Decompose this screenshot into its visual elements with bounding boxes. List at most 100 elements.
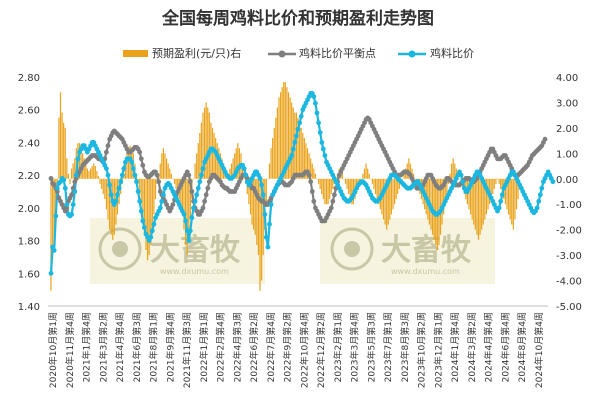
watermark-left-brand: 大畜牧 [150,233,241,268]
ratio-point [317,130,323,136]
balance-point [203,192,209,198]
profit-bar [273,127,275,179]
legend-balance-marker [278,50,286,58]
x-tick-label: 2023年5月第3周 [365,312,377,382]
x-tick-label: 2023年10月第2周 [416,312,428,388]
ratio-point [107,182,112,188]
profit-bar [148,178,150,256]
ratio-point [108,192,114,198]
profit-bar [412,173,415,179]
x-tick-label: 2023年3月第4周 [349,312,361,382]
profit-bar [192,178,195,180]
profit-bar [251,178,253,225]
profit-bar [370,178,372,180]
x-tick-label: 2023年12月第1周 [432,312,444,388]
profit-bar [308,153,310,179]
profit-bar [61,112,63,179]
ratio-point [48,270,54,276]
ratio-point [498,198,504,204]
profit-bar [414,178,416,180]
ratio-point [295,126,301,132]
legend-balance-label: 鸡料比价平衡点 [299,46,376,60]
profit-bar [108,178,111,230]
balance-point [202,198,208,204]
y-right-tick-label: 2.00 [556,124,578,135]
balance-point [200,205,206,211]
profit-bar [230,163,233,179]
y-right-tick-label: -5.00 [556,302,582,313]
profit-bar [441,178,443,225]
profit-bar [74,158,76,179]
balance-point [138,156,144,162]
profit-bar [104,178,106,200]
profit-bar [256,178,258,245]
balance-point [154,172,160,178]
x-tick-label: 2022年12月第2周 [315,312,327,388]
ratio-point [75,156,81,162]
ratio-point [157,205,163,211]
profit-bar [509,178,511,220]
profit-bar [450,163,453,179]
ratio-point [319,140,325,145]
profit-bar [107,178,109,220]
profit-bar [289,97,291,179]
profit-bar [367,168,369,179]
y-right-tick-label: 4.00 [556,73,578,84]
profit-bar [70,168,73,179]
ratio-point [534,205,540,211]
profit-bar [265,178,267,205]
profit-bar [511,178,513,225]
profit-bar [484,178,486,220]
profit-bar [389,178,391,220]
profit-bar [86,168,89,179]
x-tick-label: 2024年3月第2周 [466,312,478,382]
profit-bar [183,178,185,230]
profit-bar [150,178,152,245]
balance-point [187,179,193,185]
profit-bar [476,178,478,235]
profit-bar [496,178,499,180]
ratio-point [115,192,120,198]
ratio-point [289,153,295,158]
y-right-tick-label: -1.00 [556,200,582,211]
profit-bar [169,168,171,179]
balance-point [156,179,162,185]
ratio-point [195,185,201,191]
y-axis-left-ticks: 1.40 1.60 1.80 2.00 2.20 2.40 2.60 2.80 [18,73,40,313]
y-right-tick-label: 3.00 [556,98,578,109]
ratio-point [194,192,200,198]
profit-bar [235,148,237,179]
ratio-point [70,202,76,208]
profit-bar [343,178,345,180]
profit-bar [162,148,165,179]
profit-bar [78,143,81,179]
profit-bar [444,178,446,205]
profit-bar [216,143,218,179]
x-tick-label: 2022年4月第3周 [231,312,243,382]
profit-bar [409,163,412,179]
ratio-point [138,208,144,214]
watermark-left-logo-icon [98,227,142,271]
ratio-point [268,202,274,208]
y-left-tick-label: 1.80 [18,237,40,248]
x-tick-label: 2021年6月第3周 [131,312,143,382]
profit-bar [102,178,104,195]
x-tick-label: 2022年2月第4周 [215,312,227,382]
profit-bar [259,178,261,291]
profit-bar [376,178,378,200]
profit-bar [482,178,484,225]
x-tick-label: 2021年4月第4周 [114,312,126,382]
ratio-point [61,177,67,183]
profit-bar [105,178,108,210]
profit-bar [351,178,353,205]
profit-bar [397,178,399,195]
ratio-point [151,221,157,227]
watermark-right: 大畜牧 www.dxumu.com [320,218,495,284]
profit-bar [276,107,279,179]
profit-bar [332,178,334,189]
profit-bar [325,178,328,205]
ratio-point [191,205,196,211]
balance-point [330,198,336,204]
profit-bar [80,145,82,179]
